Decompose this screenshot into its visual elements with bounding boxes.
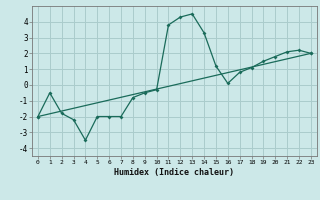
X-axis label: Humidex (Indice chaleur): Humidex (Indice chaleur) xyxy=(115,168,234,177)
